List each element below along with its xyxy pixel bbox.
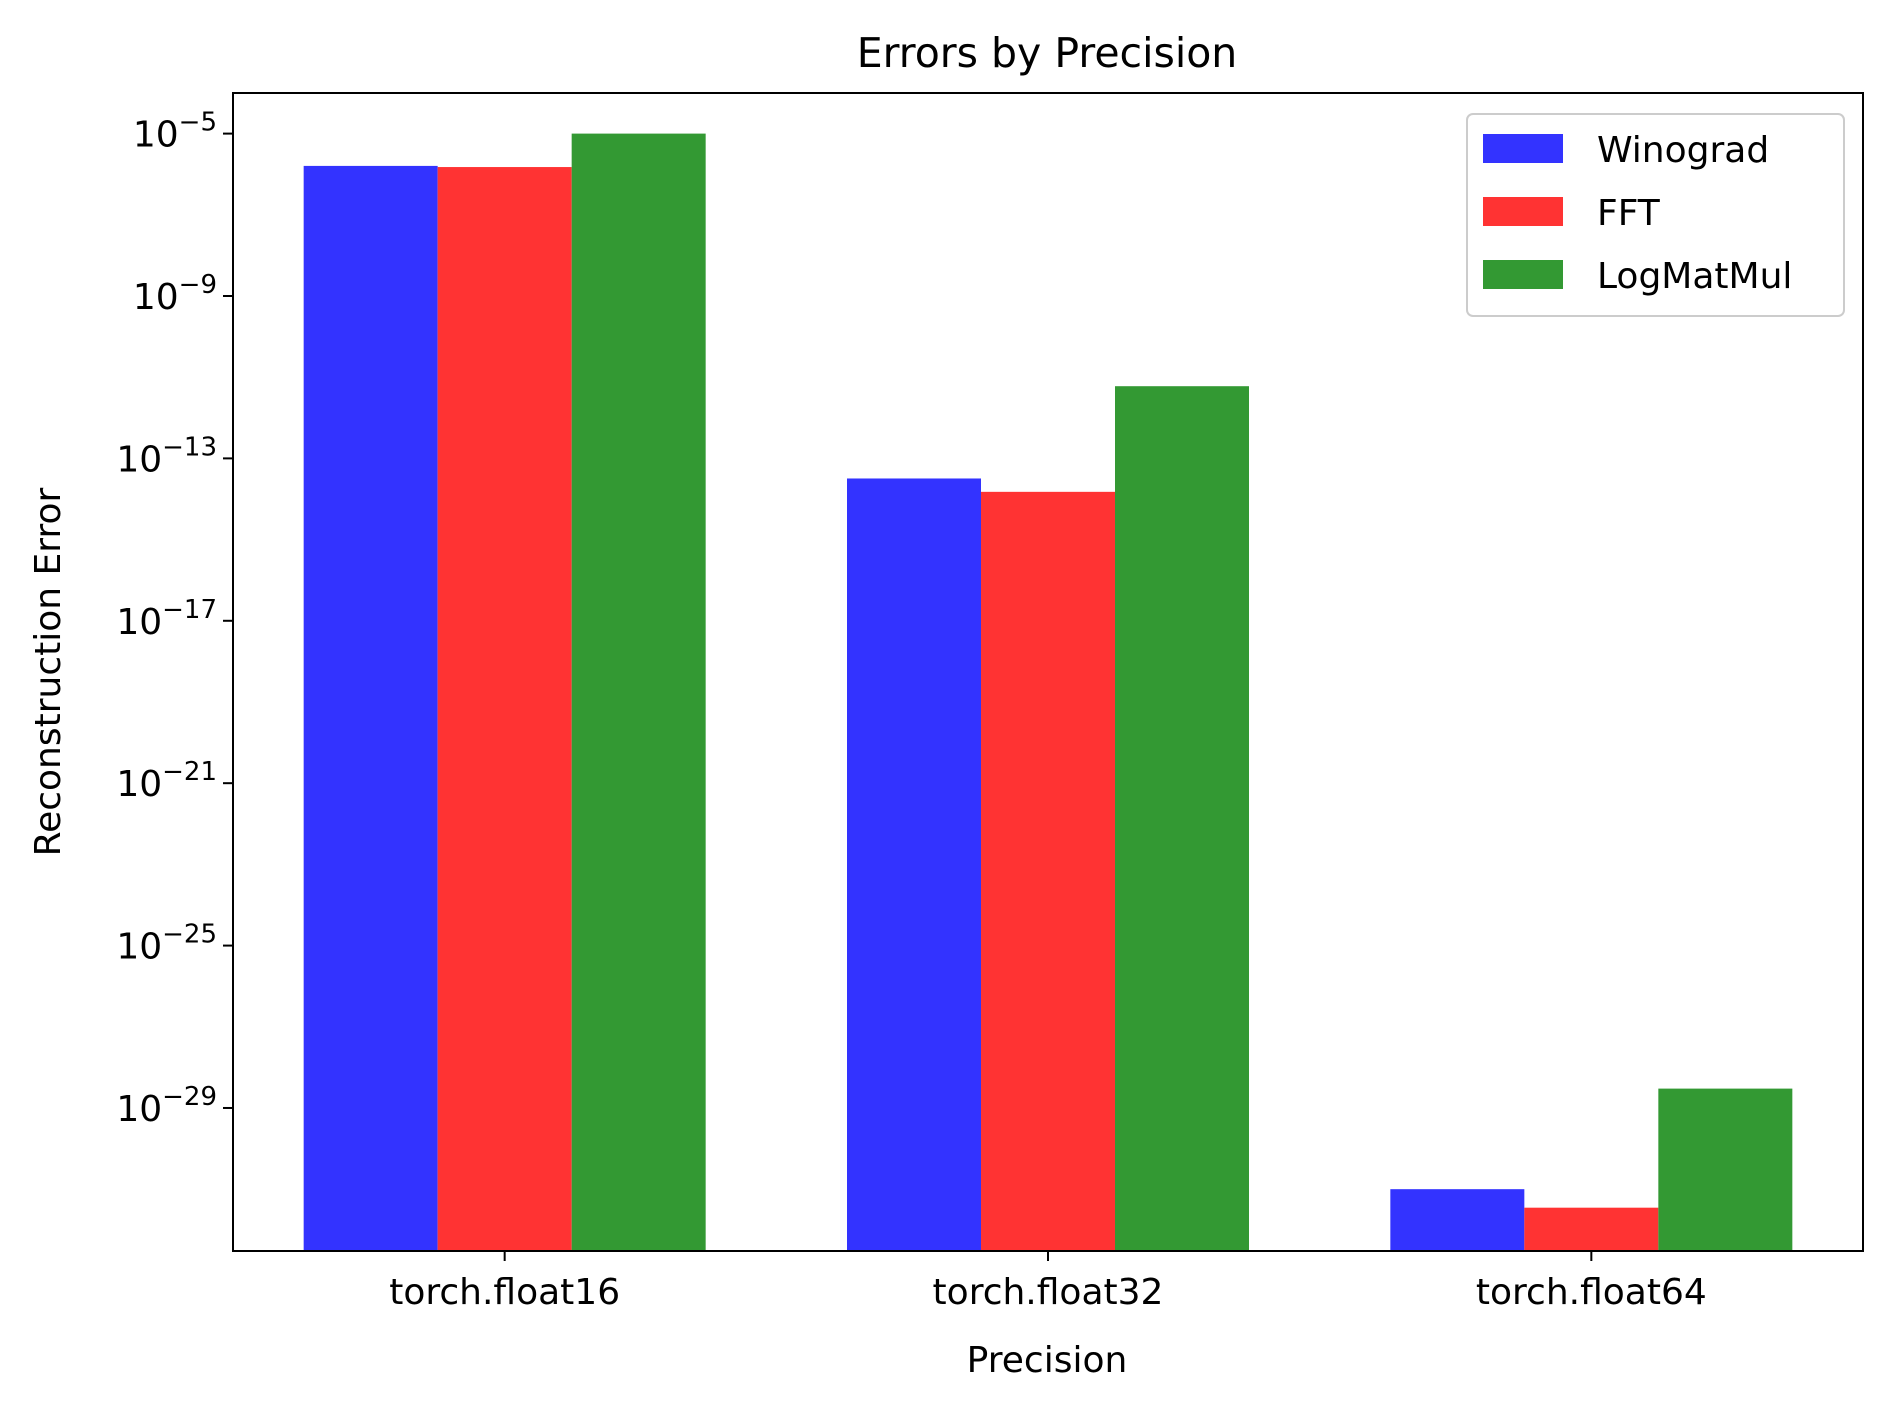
y-axis-label: Reconstruction Error bbox=[28, 488, 69, 857]
bar-winograd-torch-float64 bbox=[1390, 1189, 1525, 1251]
bar-logmatmul-torch-float16 bbox=[571, 133, 706, 1251]
bar-fft-torch-float32 bbox=[981, 491, 1115, 1251]
y-tick-label: 10−13 bbox=[116, 432, 217, 480]
x-axis-label: Precision bbox=[967, 1340, 1128, 1381]
bars-layer bbox=[303, 133, 1793, 1252]
x-axis-ticks: torch.float16 torch.float32 torch.float64 bbox=[389, 1251, 1707, 1313]
legend-label-fft: FFT bbox=[1597, 193, 1661, 234]
chart-title: Errors by Precision bbox=[857, 29, 1238, 77]
x-tick-label: torch.float64 bbox=[1476, 1272, 1707, 1313]
bar-logmatmul-torch-float64 bbox=[1658, 1088, 1793, 1251]
bar-winograd-torch-float16 bbox=[303, 165, 438, 1252]
bar-logmatmul-torch-float32 bbox=[1115, 386, 1249, 1252]
legend: Winograd FFT LogMatMul bbox=[1466, 113, 1845, 317]
y-tick-label: 10−9 bbox=[133, 270, 217, 318]
y-tick-label: 10−21 bbox=[116, 757, 217, 805]
legend-label-winograd: Winograd bbox=[1597, 130, 1769, 171]
legend-label-logmatmul: LogMatMul bbox=[1597, 256, 1792, 297]
y-tick-label: 10−29 bbox=[116, 1082, 217, 1130]
legend-swatch-fft bbox=[1483, 197, 1563, 226]
x-tick-label: torch.float32 bbox=[933, 1272, 1164, 1313]
x-tick-label: torch.float16 bbox=[389, 1272, 620, 1313]
y-axis-ticks: 10−5 10−9 10−13 10−17 10−21 10−25 10−29 bbox=[116, 108, 233, 1130]
bar-fft-torch-float16 bbox=[437, 167, 572, 1252]
bar-winograd-torch-float32 bbox=[847, 478, 981, 1251]
bar-fft-torch-float64 bbox=[1524, 1207, 1659, 1251]
y-tick-label: 10−25 bbox=[116, 920, 217, 968]
y-tick-label: 10−17 bbox=[116, 595, 217, 643]
y-tick-label: 10−5 bbox=[133, 108, 217, 156]
legend-swatch-logmatmul bbox=[1483, 260, 1563, 289]
legend-swatch-winograd bbox=[1483, 134, 1563, 163]
